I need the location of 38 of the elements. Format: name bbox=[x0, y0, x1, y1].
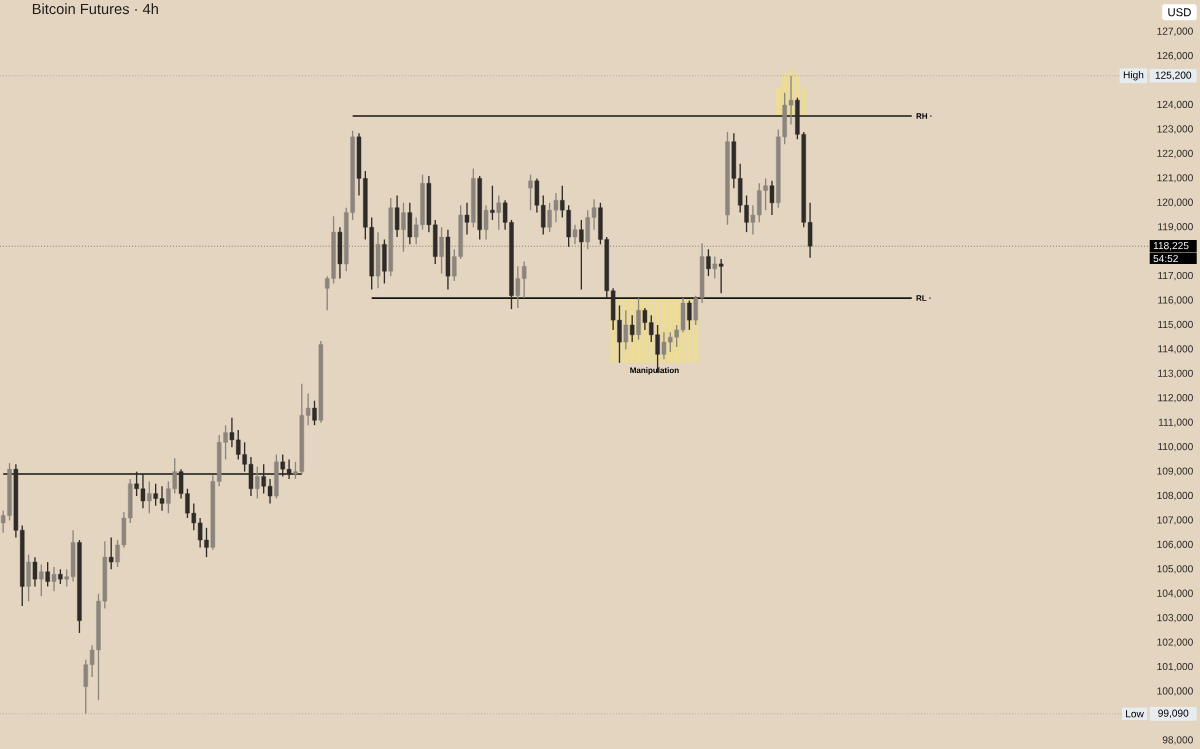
y-tick-label: 101,000 bbox=[1157, 662, 1193, 672]
y-tick-label: 112,000 bbox=[1158, 394, 1193, 403]
y-tick-label: 115,000 bbox=[1158, 320, 1193, 330]
annotation: Low bbox=[1126, 710, 1144, 718]
y-tick-label: 114,000 bbox=[1158, 345, 1193, 354]
y-tick-label: 104,000 bbox=[1157, 589, 1193, 598]
y-tick-label: 98,000 bbox=[1162, 736, 1193, 745]
chart-title: Bitcoin Futures · 4h bbox=[32, 3, 158, 15]
ref-line-label: 118,225 bbox=[1153, 241, 1189, 251]
ref-line-label: 99,090 bbox=[1158, 709, 1189, 718]
annotation: High bbox=[1123, 71, 1144, 81]
y-tick-label: 119,000 bbox=[1158, 223, 1193, 232]
y-tick-label: 108,000 bbox=[1157, 491, 1193, 501]
y-tick-label: 109,000 bbox=[1157, 467, 1193, 476]
y-tick-label: 110,000 bbox=[1158, 442, 1193, 452]
y-tick-label: 121,000 bbox=[1157, 174, 1193, 183]
y-tick-label: 122,000 bbox=[1157, 149, 1193, 159]
series-label: RH · bbox=[916, 113, 932, 119]
y-tick-label: 126,000 bbox=[1157, 51, 1193, 61]
y-tick-label: 106,000 bbox=[1157, 540, 1193, 550]
y-tick-label: 105,000 bbox=[1157, 565, 1193, 574]
series-label: Manipulation bbox=[630, 367, 679, 375]
ref-line-label: 125,200 bbox=[1155, 71, 1192, 80]
y-tick-label: 124,000 bbox=[1157, 100, 1193, 110]
y-tick-label: 127,000 bbox=[1157, 27, 1193, 36]
y-tick-label: 116,000 bbox=[1158, 296, 1193, 305]
series-label: RL · bbox=[916, 295, 931, 301]
y-tick-label: 117,000 bbox=[1158, 271, 1193, 281]
y-tick-label: 120,000 bbox=[1157, 198, 1193, 207]
y-tick-label: 107,000 bbox=[1157, 516, 1193, 525]
text: USD bbox=[1168, 8, 1191, 17]
y-tick-label: 100,000 bbox=[1157, 687, 1193, 696]
y-tick-label: 123,000 bbox=[1157, 125, 1193, 134]
y-tick-label: 113,000 bbox=[1158, 369, 1193, 379]
y-tick-label: 103,000 bbox=[1157, 614, 1193, 623]
text: 54:52 bbox=[1153, 254, 1178, 263]
y-tick-label: 102,000 bbox=[1157, 638, 1193, 647]
y-tick-label: 111,000 bbox=[1158, 418, 1193, 427]
